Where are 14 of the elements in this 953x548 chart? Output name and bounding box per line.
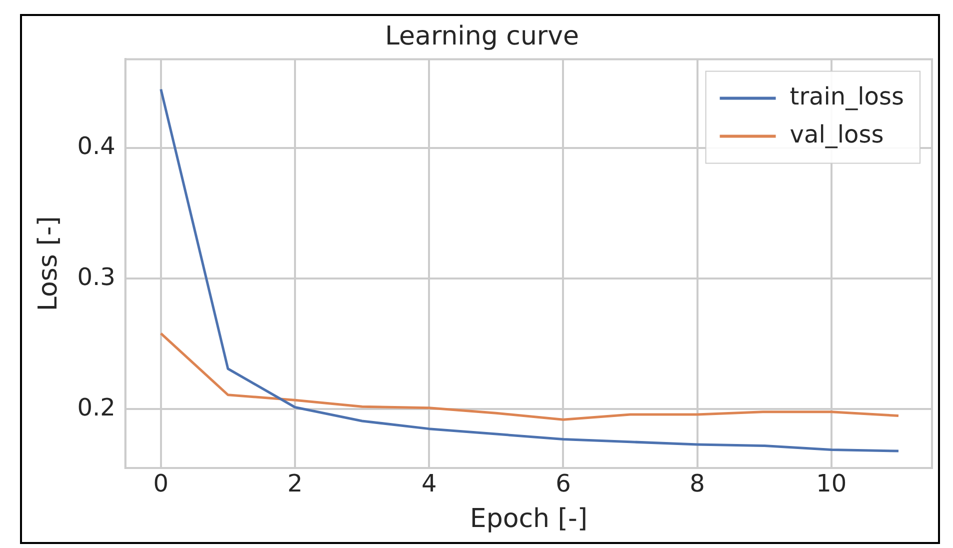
x-axis-title: Epoch [-] bbox=[470, 504, 588, 534]
legend-label: train_loss bbox=[790, 82, 904, 110]
y-tick-label: 0.2 bbox=[77, 393, 116, 422]
y-axis-title: Loss [-] bbox=[33, 216, 64, 312]
x-tick-label: 8 bbox=[690, 470, 705, 498]
x-tick-label: 2 bbox=[287, 470, 303, 498]
x-tick-label: 0 bbox=[153, 470, 169, 498]
legend-label: val_loss bbox=[790, 120, 884, 148]
chart-title: Learning curve bbox=[385, 21, 579, 52]
y-tick-label: 0.4 bbox=[77, 132, 116, 160]
x-tick-label: 10 bbox=[816, 470, 847, 498]
y-tick-label: 0.3 bbox=[77, 262, 116, 291]
x-tick-label: 4 bbox=[421, 470, 437, 498]
x-tick-label: 6 bbox=[556, 470, 571, 498]
